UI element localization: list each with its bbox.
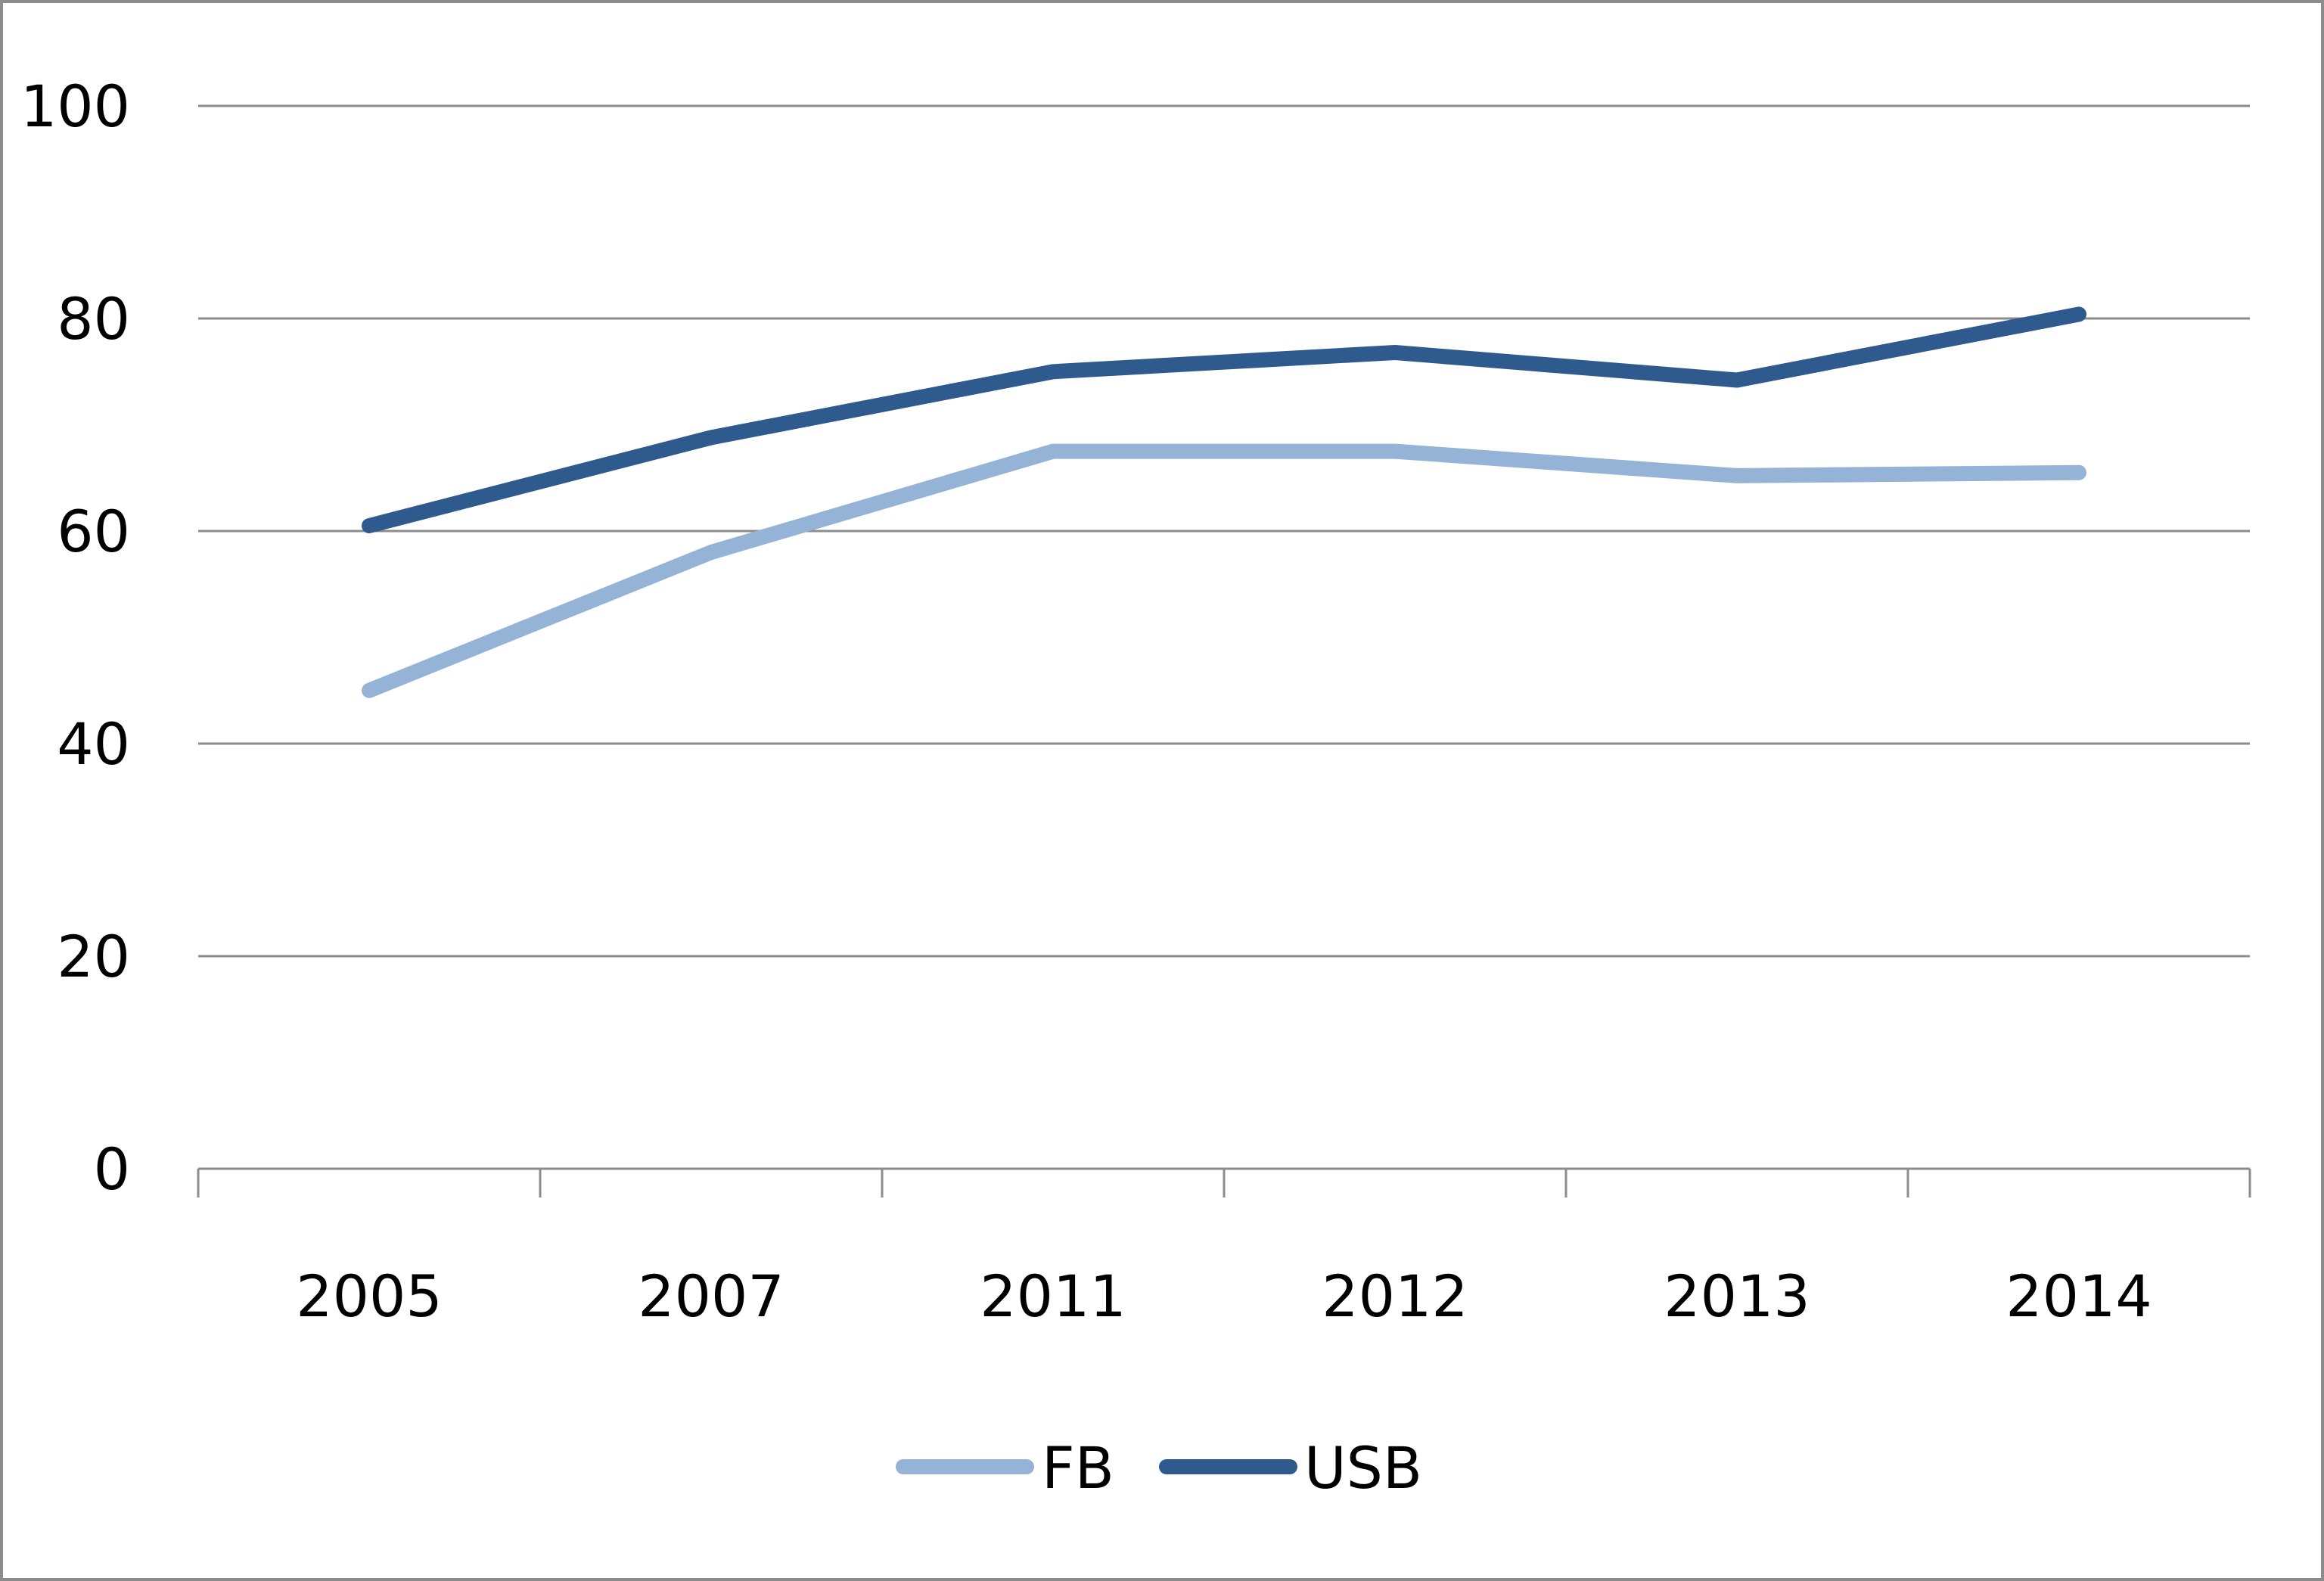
- series-line-usb: [362, 306, 2086, 533]
- legend-label: USB: [1304, 1434, 1422, 1502]
- y-tick-label: 60: [57, 498, 130, 565]
- y-axis-labels: 0 20 40 60 80 100: [20, 73, 130, 1203]
- gridlines: [198, 104, 2250, 958]
- legend: FB USB: [896, 1434, 1422, 1502]
- x-tick-label: 2005: [296, 1263, 442, 1330]
- legend-item-usb: USB: [1159, 1434, 1422, 1502]
- x-axis: [197, 1167, 2251, 1197]
- y-tick-label: 80: [57, 285, 130, 353]
- x-axis-labels: 2005 2007 2011 2012 2013 2014: [296, 1263, 2152, 1330]
- line-chart: 0 20 40 60 80 100 2005 2007 2011 2012 2013 2014 FB…: [20, 73, 2251, 1502]
- x-tick-label: 2013: [1664, 1263, 1810, 1330]
- data-point-fb: [1395, 451, 1396, 452]
- series-line-fb: [362, 443, 2086, 698]
- x-tick-label: 2007: [638, 1263, 784, 1330]
- legend-label: FB: [1042, 1434, 1114, 1502]
- data-point-usb: [1053, 371, 1054, 372]
- data-point-fb: [369, 690, 370, 691]
- data-point-fb: [1737, 475, 1738, 476]
- legend-item-fb: FB: [896, 1434, 1114, 1502]
- y-tick-label: 100: [20, 73, 130, 140]
- x-tick-label: 2011: [980, 1263, 1126, 1330]
- y-tick-label: 40: [57, 710, 130, 778]
- data-point-fb: [1053, 451, 1054, 452]
- x-tick-label: 2014: [2006, 1263, 2152, 1330]
- data-point-fb: [711, 552, 712, 553]
- data-point-usb: [2079, 314, 2080, 315]
- data-point-fb: [2079, 472, 2080, 473]
- series-lines: [362, 306, 2086, 698]
- y-tick-label: 20: [57, 923, 130, 990]
- y-tick-label: 0: [94, 1135, 130, 1203]
- data-point-usb: [369, 525, 370, 526]
- x-tick-label: 2012: [1322, 1263, 1468, 1330]
- data-point-usb: [711, 437, 712, 438]
- data-point-usb: [1395, 352, 1396, 353]
